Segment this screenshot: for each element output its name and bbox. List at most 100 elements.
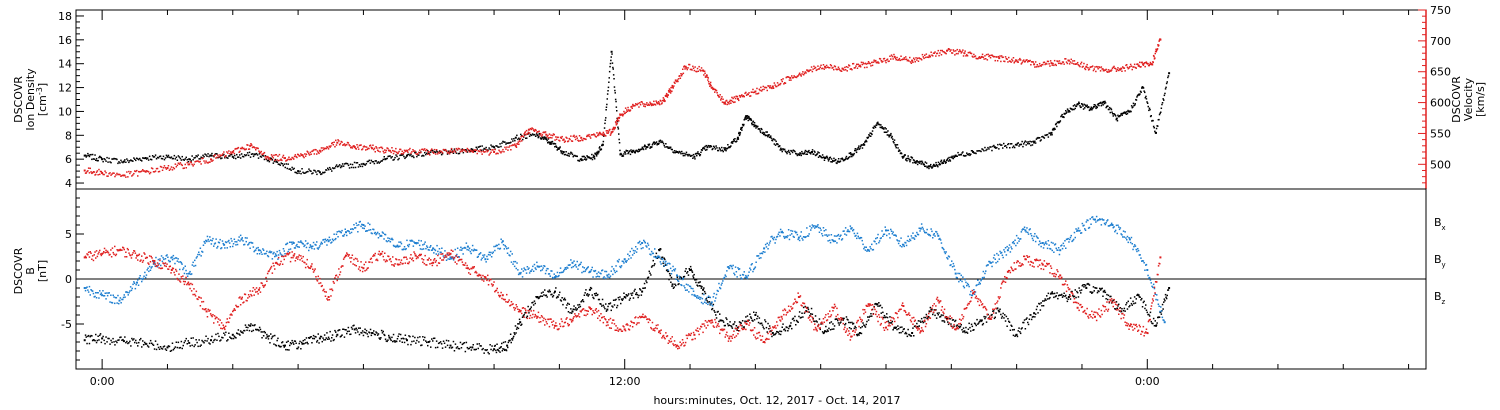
velocity-sample <box>495 153 497 155</box>
velocity-point <box>353 146 356 148</box>
velocity-sample <box>457 147 460 150</box>
bx-sample <box>1160 313 1163 315</box>
legend-label-base: B <box>1434 253 1442 266</box>
velocity-sample <box>727 101 730 104</box>
velocity-sample <box>410 152 412 155</box>
velocity-sample <box>272 157 274 159</box>
bx-sample <box>296 347 298 350</box>
bx-sample <box>1026 317 1028 319</box>
bx-sample <box>474 348 476 351</box>
ion-density-sample <box>881 126 883 128</box>
bx-sample <box>731 327 734 329</box>
velocity-sample <box>1154 57 1156 59</box>
velocity-sample <box>387 147 389 150</box>
velocity-sample <box>995 56 997 58</box>
bx-sample <box>779 333 782 336</box>
ion-density-sample <box>206 155 208 157</box>
bx-sample <box>391 336 393 339</box>
bx-sample <box>432 340 434 342</box>
bx-sample <box>1161 303 1164 306</box>
ion-density-sample <box>469 150 472 153</box>
ion-density-sample <box>988 148 990 150</box>
ion-density-sample <box>286 167 288 170</box>
ion-density-sample <box>506 142 508 144</box>
velocity-sample <box>1077 64 1080 66</box>
ion-density-sample <box>720 150 722 152</box>
ion-density-sample <box>1065 110 1067 112</box>
velocity-sample <box>622 115 624 117</box>
velocity-sample <box>700 70 702 72</box>
velocity-sample <box>482 150 484 153</box>
bx-sample <box>1072 296 1075 298</box>
by-sample <box>412 245 415 247</box>
ion-density-sample <box>661 140 663 142</box>
bx-sample <box>798 315 800 318</box>
bx-sample <box>136 342 138 344</box>
velocity-sample <box>190 161 192 164</box>
by-sample <box>340 231 342 234</box>
by-sample <box>280 253 282 256</box>
by-sample <box>249 247 251 249</box>
ion-density-point <box>736 136 739 139</box>
by-sample <box>386 240 388 243</box>
bx-sample <box>553 292 555 294</box>
velocity-sample <box>587 135 589 137</box>
ion-density-sample <box>196 155 198 158</box>
velocity-sample <box>1145 61 1148 63</box>
ion-density-sample <box>231 153 233 156</box>
velocity-sample <box>277 155 279 157</box>
ion-density-sample <box>386 157 388 160</box>
ion-density-sample <box>1029 140 1031 143</box>
velocity-sample <box>496 152 498 154</box>
velocity-sample <box>852 62 855 65</box>
ion-density-sample <box>157 157 160 159</box>
ion-density-point <box>811 151 813 153</box>
ion-density-sample <box>681 152 684 155</box>
velocity-sample <box>203 160 205 162</box>
by-sample <box>158 263 160 265</box>
ion-density-sample <box>630 149 632 151</box>
bx-sample <box>764 319 766 321</box>
bx-sample <box>595 292 597 294</box>
bx-sample <box>248 329 251 332</box>
ion-density-sample <box>620 153 623 156</box>
velocity-sample <box>725 99 728 102</box>
bx-sample <box>501 350 504 352</box>
bx-sample <box>1001 315 1004 318</box>
by-sample <box>279 252 281 254</box>
velocity-point <box>1102 69 1105 72</box>
velocity-sample <box>878 57 881 60</box>
bx-sample <box>633 290 635 292</box>
ion-density-sample <box>1072 105 1075 107</box>
bx-sample <box>461 343 464 346</box>
ion-density-sample <box>753 125 755 128</box>
ion-density-sample <box>349 163 352 165</box>
ion-density-sample <box>877 121 879 124</box>
by-sample <box>160 264 162 267</box>
ion-density-sample <box>1100 101 1102 104</box>
velocity-sample <box>263 151 266 154</box>
by-sample <box>491 252 494 255</box>
bx-sample <box>714 311 716 313</box>
ion-density-point <box>166 155 169 158</box>
bx-sample <box>897 328 900 330</box>
bx-sample <box>920 321 922 323</box>
velocity-sample <box>563 141 566 143</box>
ion-density-sample <box>672 151 674 153</box>
velocity-sample <box>132 174 134 176</box>
velocity-sample <box>448 153 451 155</box>
velocity-sample <box>522 135 525 138</box>
velocity-sample <box>570 135 572 137</box>
density-tick-label: 6 <box>65 153 72 166</box>
velocity-sample <box>882 60 884 63</box>
bx-sample <box>745 316 747 318</box>
bx-sample <box>525 311 527 314</box>
by-sample <box>485 261 487 263</box>
velocity-sample <box>1017 61 1019 63</box>
velocity-sample <box>552 133 555 135</box>
velocity-sample <box>682 68 684 70</box>
bx-sample <box>128 342 130 344</box>
bx-sample <box>1145 309 1148 311</box>
velocity-sample <box>647 103 650 105</box>
velocity-sample <box>641 101 643 103</box>
